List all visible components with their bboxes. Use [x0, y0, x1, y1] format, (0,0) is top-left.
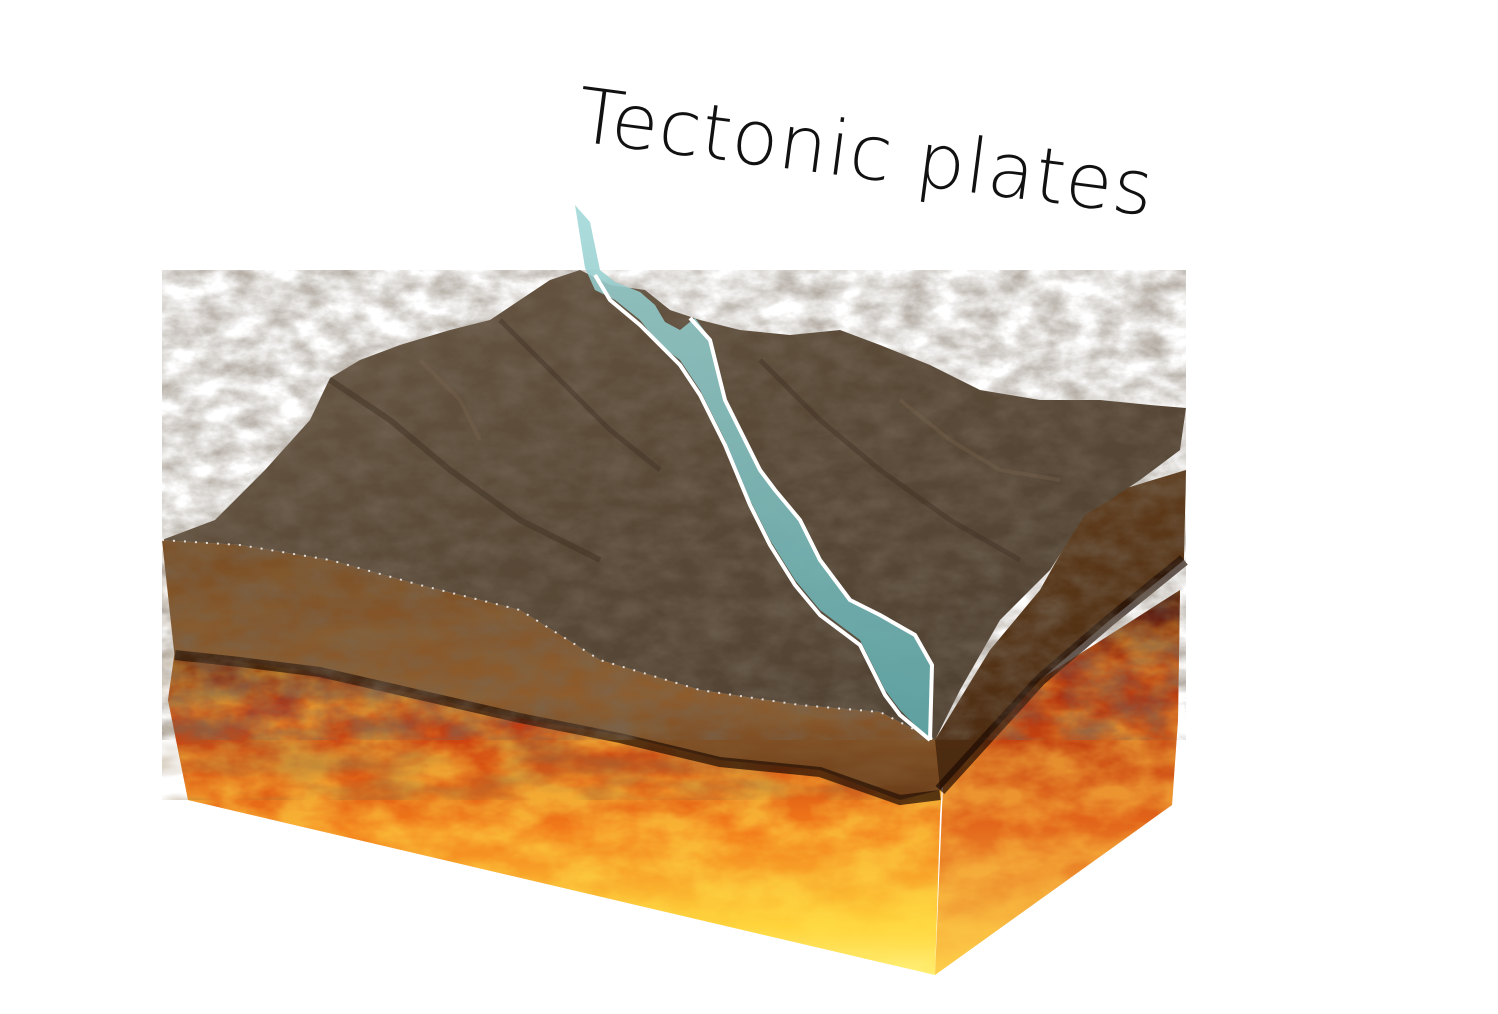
soil-front-face [162, 540, 941, 805]
fault-plane [575, 205, 934, 742]
terrain-surface [161, 270, 1186, 741]
magma-right-face [935, 590, 1180, 975]
soil-right-face [935, 470, 1188, 795]
